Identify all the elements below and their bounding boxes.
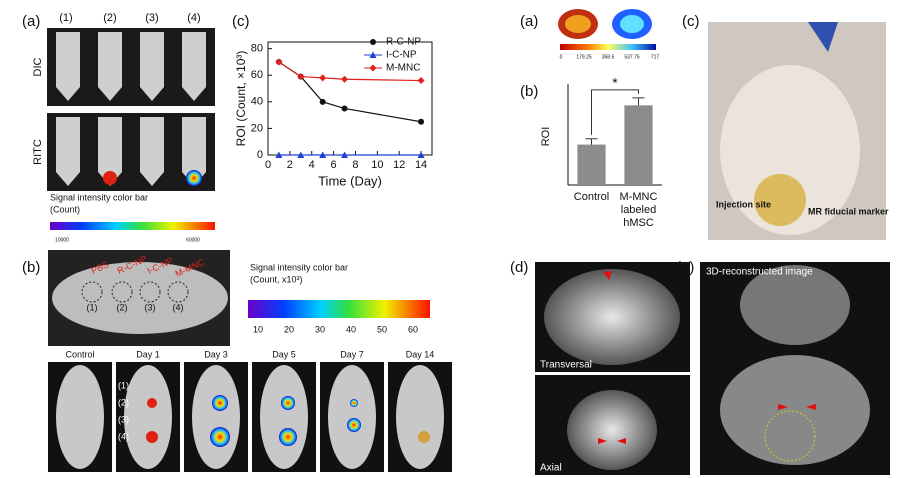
x-tick-label: 12 (393, 159, 405, 171)
day-label: Day 14 (406, 349, 435, 359)
x-tick-label: Control (574, 191, 609, 203)
day-label: Day 1 (136, 349, 160, 359)
colorbar-tick: 10 (253, 324, 263, 334)
column-label: (2) (103, 12, 116, 24)
x-tick-label: 2 (287, 159, 293, 171)
point (275, 58, 283, 66)
panel-label: (a) (22, 13, 40, 30)
y-tick-label: 40 (251, 96, 263, 108)
error-bar (585, 138, 598, 145)
colorbar-tick: 0 (560, 54, 563, 60)
x-tick-label: 14 (415, 159, 427, 171)
y-axis-label: ROI (Count, ×10³) (234, 51, 248, 147)
labels: (a) (1) (2) (3) (4) DIC RITC Signal inte… (22, 12, 889, 474)
colorbar-tick: 537.75 (624, 54, 640, 60)
point (297, 73, 305, 81)
column-label: (1) (59, 12, 72, 24)
y-tick-label: 60 (251, 69, 263, 81)
colorbar-tick: 50 (377, 324, 387, 334)
point (369, 64, 377, 72)
y-tick-label: 80 (251, 43, 263, 55)
x-tick-label: 8 (352, 159, 358, 171)
image-label: Transversal (540, 360, 592, 371)
colorbar-tick: 717 (651, 54, 660, 60)
spot-label: (4) (118, 431, 129, 441)
x-tick-label: 6 (331, 159, 337, 171)
panel-label: (e) (676, 259, 694, 276)
day-label: Day 5 (272, 349, 296, 359)
panel-label: (c) (232, 13, 250, 30)
day-label: Day 3 (204, 349, 228, 359)
row-label: RITC (32, 139, 44, 165)
point (341, 105, 348, 112)
spot-label: (3) (145, 302, 156, 312)
column-label: (3) (145, 12, 158, 24)
spot-label: (2) (118, 397, 129, 407)
significance: * (612, 75, 618, 91)
image-label: Axial (540, 463, 562, 474)
point (319, 98, 326, 105)
panel-label: (d) (510, 259, 528, 276)
bar (577, 144, 606, 185)
column-label: (4) (187, 12, 200, 24)
spot-label: (4) (173, 302, 184, 312)
y-tick-label: 0 (257, 149, 263, 161)
error-bar (632, 97, 645, 106)
y-axis-label: ROI (540, 127, 552, 147)
point (297, 151, 305, 158)
spot-label: (1) (118, 380, 129, 390)
point (370, 39, 376, 45)
x-tick-label: M-MNC labeled hMSC (620, 191, 658, 229)
significance-bracket (591, 89, 639, 135)
colorbar-tick: 60000 (186, 237, 200, 243)
image-label: 3D-reconstructed image (706, 267, 813, 278)
mouse-photos (48, 250, 452, 472)
spot-label: (1) (87, 302, 98, 312)
colorbar-unit: (Count) (50, 204, 80, 214)
colorbar-tick: 179.25 (576, 54, 592, 60)
panel-label: (b) (520, 83, 538, 100)
x-tick-label: 10 (371, 159, 383, 171)
colorbar-tick: 40 (346, 324, 356, 334)
colorbar-tick: 30 (315, 324, 325, 334)
point (369, 51, 377, 58)
colorbar-tick: 358.5 (602, 54, 615, 60)
x-tick-label: 0 (265, 159, 271, 171)
legend-label: R-C-NP (386, 37, 421, 48)
panel-label: (b) (22, 259, 40, 276)
panel-label: (a) (520, 13, 538, 30)
colorbar-tick: 20 (284, 324, 294, 334)
annotation: Injection site (716, 199, 771, 209)
row-label: DIC (32, 57, 44, 76)
colorbar-unit: (Count, x10³) (250, 274, 303, 284)
point (417, 77, 425, 85)
spot-label: (2) (117, 302, 128, 312)
point (319, 151, 327, 158)
colorbar-tick: 60 (408, 324, 418, 334)
annotation: MR fiducial marker (808, 206, 889, 216)
colorbar-title: Signal intensity color bar (250, 262, 348, 272)
mri-images (535, 9, 890, 475)
point (275, 151, 283, 158)
point (341, 75, 349, 83)
day-label: Control (65, 349, 94, 359)
x-axis-label: Time (Day) (318, 173, 382, 188)
tube-photos (47, 28, 215, 230)
colorbar-tick: 10000 (55, 237, 69, 243)
legend-label: M-MNC (386, 63, 420, 74)
legend-label: I-C-NP (386, 50, 417, 61)
day-label: Day 7 (340, 349, 364, 359)
point (418, 118, 425, 125)
point (417, 151, 425, 158)
bar (624, 105, 653, 185)
colorbar-title: Signal intensity color bar (50, 192, 148, 202)
panel-label: (c) (682, 13, 700, 30)
point (341, 151, 349, 158)
point (319, 74, 327, 82)
y-tick-label: 20 (251, 122, 263, 134)
spot-label: (3) (118, 414, 129, 424)
x-tick-label: 4 (309, 159, 315, 171)
